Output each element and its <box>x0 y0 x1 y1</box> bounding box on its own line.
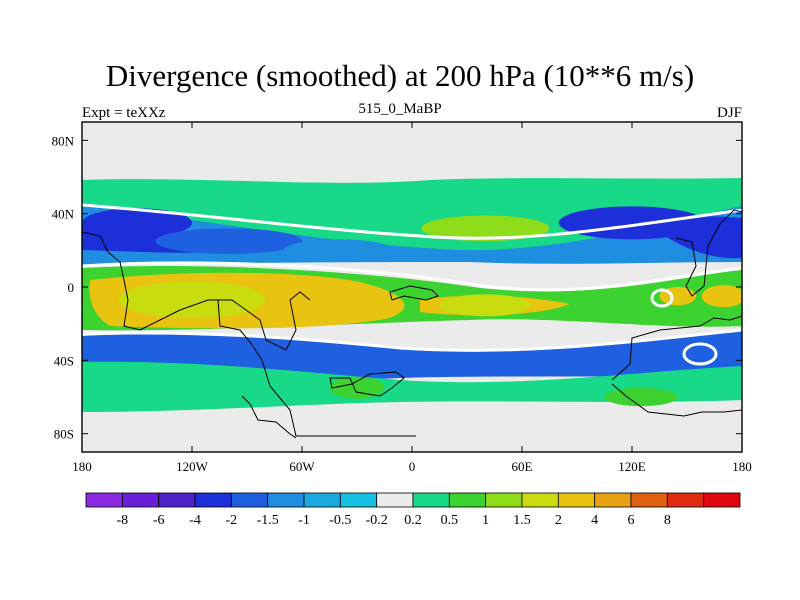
colorbar-swatch-12 <box>521 492 559 508</box>
x-tick-label-3: 0 <box>409 459 416 474</box>
colorbar-swatch-2 <box>158 492 196 508</box>
field-feature-6 <box>118 281 266 319</box>
colorbar-label-6: -0.5 <box>329 513 351 528</box>
colorbar-label-14: 6 <box>628 513 635 528</box>
colorbar-swatch-3 <box>194 492 232 508</box>
coastline-asia <box>675 209 743 297</box>
y-tick-label-1: 40N <box>52 207 75 222</box>
field-feature-11 <box>329 376 385 399</box>
run-label: 515_0_MaBP <box>358 101 442 117</box>
x-tick-label-2: 60W <box>289 459 315 474</box>
colorbar-label-13: 4 <box>591 513 598 528</box>
colorbar-label-12: 2 <box>555 513 562 528</box>
colorbar-label-9: 0.5 <box>441 513 459 528</box>
colorbar-swatch-0 <box>85 492 123 508</box>
zero-contour-eq <box>82 261 742 292</box>
field-feature-5 <box>687 221 742 243</box>
colorbar-swatch-10 <box>448 492 487 508</box>
colorbar-swatch-7 <box>339 492 378 508</box>
field-feature-7 <box>265 283 376 317</box>
colorbar-swatch-14 <box>594 492 632 508</box>
field-feature-4 <box>558 206 706 240</box>
x-tick-label-5: 120E <box>618 459 646 474</box>
field-feature-10 <box>701 285 742 308</box>
zero-contour-ring-west <box>650 288 674 308</box>
y-tick-label-4: 80S <box>54 427 74 442</box>
field-feature-0 <box>82 208 192 238</box>
colorbar-label-3: -2 <box>225 513 237 528</box>
colorbar-label-0: -8 <box>116 513 128 528</box>
colorbar-label-15: 8 <box>664 513 671 528</box>
field-feature-3 <box>421 215 550 242</box>
field-feature-8 <box>439 294 532 317</box>
coastline-americas <box>81 231 311 351</box>
colorbar-label-7: -0.2 <box>366 513 388 528</box>
y-tick-label-0: 80N <box>52 133 75 148</box>
field-feature-12 <box>604 387 678 407</box>
coastline-australia <box>611 315 743 381</box>
zero-contour-sh <box>82 328 742 352</box>
colorbar-swatch-17 <box>703 492 741 508</box>
sh-midlat-band-fringe <box>82 361 742 412</box>
colorbar-swatch-13 <box>557 492 596 508</box>
coastline-antarctic-peninsula <box>329 371 405 397</box>
colorbar-label-2: -4 <box>189 513 201 528</box>
coastline-africa <box>389 285 439 301</box>
colorbar-swatch-11 <box>485 492 523 508</box>
colorbar-label-8: 0.2 <box>404 513 422 528</box>
chart-title: Divergence (smoothed) at 200 hPa (10**6 … <box>105 58 695 93</box>
colorbar-swatch-1 <box>121 492 160 508</box>
colorbar-swatch-6 <box>303 492 341 508</box>
zero-contour-nh <box>82 203 742 240</box>
colorbar: -8 -6 -4 -2 -1.5 -1 -0.5 -0.2 0.2 0.5 1 1.5 2 4 6 8 <box>85 492 741 528</box>
axes: 180 120W 60W 0 60E 120E 180 80N 40N 0 40S 80S <box>52 122 752 474</box>
colorbar-swatch-15 <box>630 492 668 508</box>
colorbar-swatch-4 <box>230 492 269 508</box>
coastlines <box>81 209 743 439</box>
divergence-field <box>82 178 742 412</box>
x-tick-label-6: 180 <box>732 459 752 474</box>
x-tick-label-0: 180 <box>72 459 92 474</box>
experiment-label: Expt = teXXz <box>82 105 166 121</box>
colorbar-label-1: -6 <box>153 513 165 528</box>
coastline-south-america <box>217 299 416 437</box>
colorbar-swatch-8 <box>376 492 414 508</box>
colorbar-label-10: 1 <box>482 513 489 528</box>
coastline-antarctica-west <box>241 395 297 439</box>
colorbar-label-5: -1 <box>298 513 310 528</box>
colorbar-swatch-5 <box>267 492 305 508</box>
colorbar-swatch-16 <box>666 492 705 508</box>
zero-contour-ring <box>682 342 718 366</box>
x-tick-label-1: 120W <box>176 459 209 474</box>
season-label: DJF <box>716 105 742 121</box>
colorbar-swatch-9 <box>412 492 450 508</box>
x-tick-label-4: 60E <box>512 459 533 474</box>
colorbar-label-4: -1.5 <box>257 513 279 528</box>
field-feature-2 <box>283 239 394 262</box>
colorbar-label-11: 1.5 <box>513 513 531 528</box>
y-tick-label-3: 40S <box>54 353 74 368</box>
field-feature-1 <box>155 228 302 255</box>
coastline-antarctica-east <box>611 383 743 417</box>
y-tick-label-2: 0 <box>68 280 75 295</box>
